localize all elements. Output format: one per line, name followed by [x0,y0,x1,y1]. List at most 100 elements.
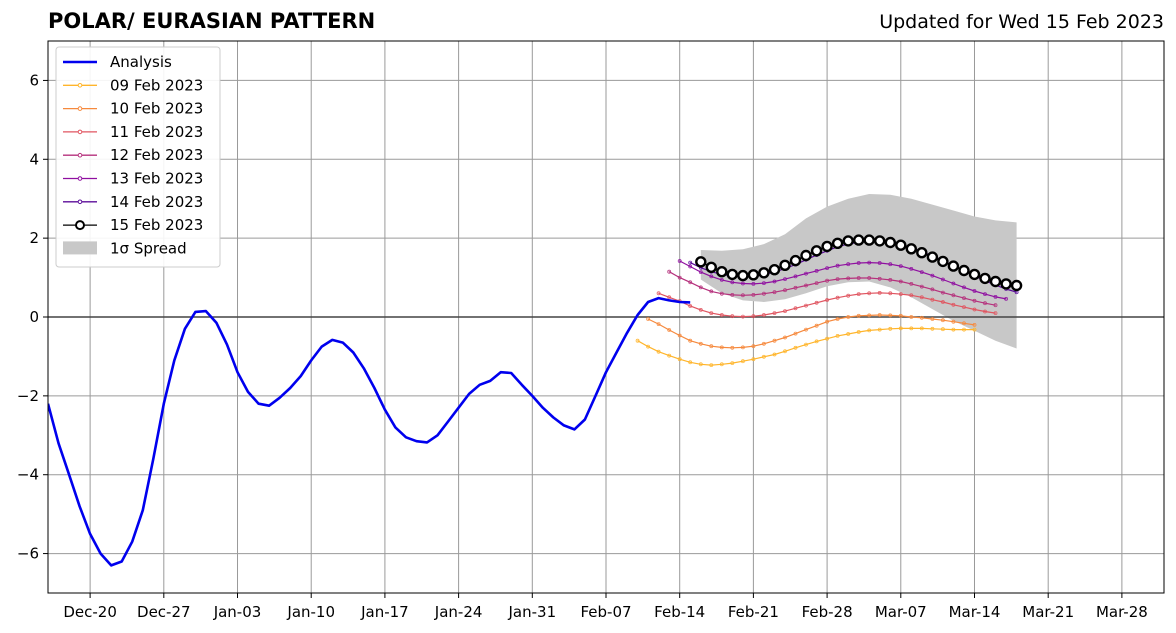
forecast-point [709,344,714,349]
forecast-point [1010,279,1023,292]
x-tick-label: Mar-14 [949,603,1001,621]
forecast-point [909,326,914,331]
forecast-point [962,327,966,332]
forecast-point [656,291,661,296]
forecast-point [688,338,693,343]
forecast-point [888,313,893,318]
legend-label-forecast: 09 Feb 2023 [110,76,203,94]
x-tick-label: Mar-07 [875,603,927,621]
x-tick-label: Mar-21 [1022,603,1074,621]
chart-title: POLAR/ EURASIAN PATTERN [48,9,376,33]
forecast-point [751,281,756,286]
forecast-point [698,341,703,346]
x-tick-label: Jan-03 [213,603,262,621]
axis-ticks: Dec-20 Dec-27 Jan-03 Jan-10 Jan-17 Jan-24 Jan-… [17,71,1148,621]
forecast-point [962,285,966,290]
forecast-point [772,290,777,295]
legend-label-spread: 1σ Spread [110,239,187,257]
forecast-point [856,330,861,334]
forecast-point [962,305,966,310]
forecast-point [962,321,966,326]
forecast-point [705,261,717,273]
legend-label-forecast: 11 Feb 2023 [110,123,203,141]
x-tick-label: Feb-07 [580,603,631,621]
forecast-point [667,328,672,332]
forecast-point [983,309,987,314]
forecast-point [842,235,854,247]
forecast-point [656,322,661,327]
spread-band [700,194,1017,349]
forecast-point [888,262,893,267]
forecast-point [825,298,830,302]
forecast-point [762,281,766,286]
forecast-point [972,298,977,303]
forecast-point [825,336,830,341]
forecast-point [741,293,745,298]
x-tick-label: Feb-21 [728,603,779,621]
forecast-point [877,276,882,281]
forecast-point [877,327,882,332]
forecast-point [688,304,693,308]
forecast-point [783,335,787,340]
forecast-point [762,291,766,296]
forecast-point [983,292,987,297]
forecast-point [835,295,840,300]
forecast-point [804,342,808,347]
forecast-point [741,281,745,286]
forecast-point [941,277,945,282]
forecast-point [667,269,672,274]
forecast-point [835,277,840,282]
forecast-point [898,292,903,297]
forecast-point [846,276,851,281]
forecast-point [688,280,693,285]
forecast-point [856,261,861,265]
forecast-point [825,266,830,271]
forecast-point [951,319,956,324]
forecast-point [993,294,998,299]
legend-label-forecast: 10 Feb 2023 [110,100,203,118]
forecast-point [867,313,872,318]
forecast-point [909,293,914,298]
forecast-point [751,314,756,319]
legend-swatch-spread [63,241,97,255]
forecast-point [825,278,830,283]
forecast-point [719,313,724,317]
legend-swatch-marker [77,106,83,111]
forecast-point [730,361,735,366]
forecast-point [646,344,651,349]
forecast-point [846,315,851,319]
forecast-point [905,243,917,255]
forecast-point [814,339,819,344]
forecast-point [688,260,693,265]
forecast-point [979,272,991,285]
forecast-point [867,291,872,296]
forecast-point [909,315,914,319]
forecast-point [856,292,861,297]
forecast-point [835,263,840,268]
forecast-point [888,326,893,331]
forecast-point [758,267,770,279]
forecast-point [751,357,756,362]
forecast-point [698,362,703,367]
forecast-point [667,295,672,300]
forecast-point [919,295,924,300]
forecast-point [698,307,703,312]
forecast-point [688,360,693,365]
updated-date: Updated for Wed 15 Feb 2023 [879,11,1164,33]
forecast-point [719,345,724,350]
forecast-point [821,240,833,253]
forecast-point [737,269,749,282]
forecast-point [898,326,903,331]
forecast-point [916,246,928,259]
forecast-point [762,341,766,346]
forecast-point [993,311,998,316]
analysis-line [48,296,691,567]
forecast-point [730,292,735,297]
forecast-point [856,276,861,280]
x-tick-label: Dec-27 [137,603,191,621]
forecast-point [930,317,935,321]
forecast-point [783,277,787,282]
forecast-point [941,290,945,295]
forecast-point [930,273,935,278]
forecast-point [741,345,745,350]
